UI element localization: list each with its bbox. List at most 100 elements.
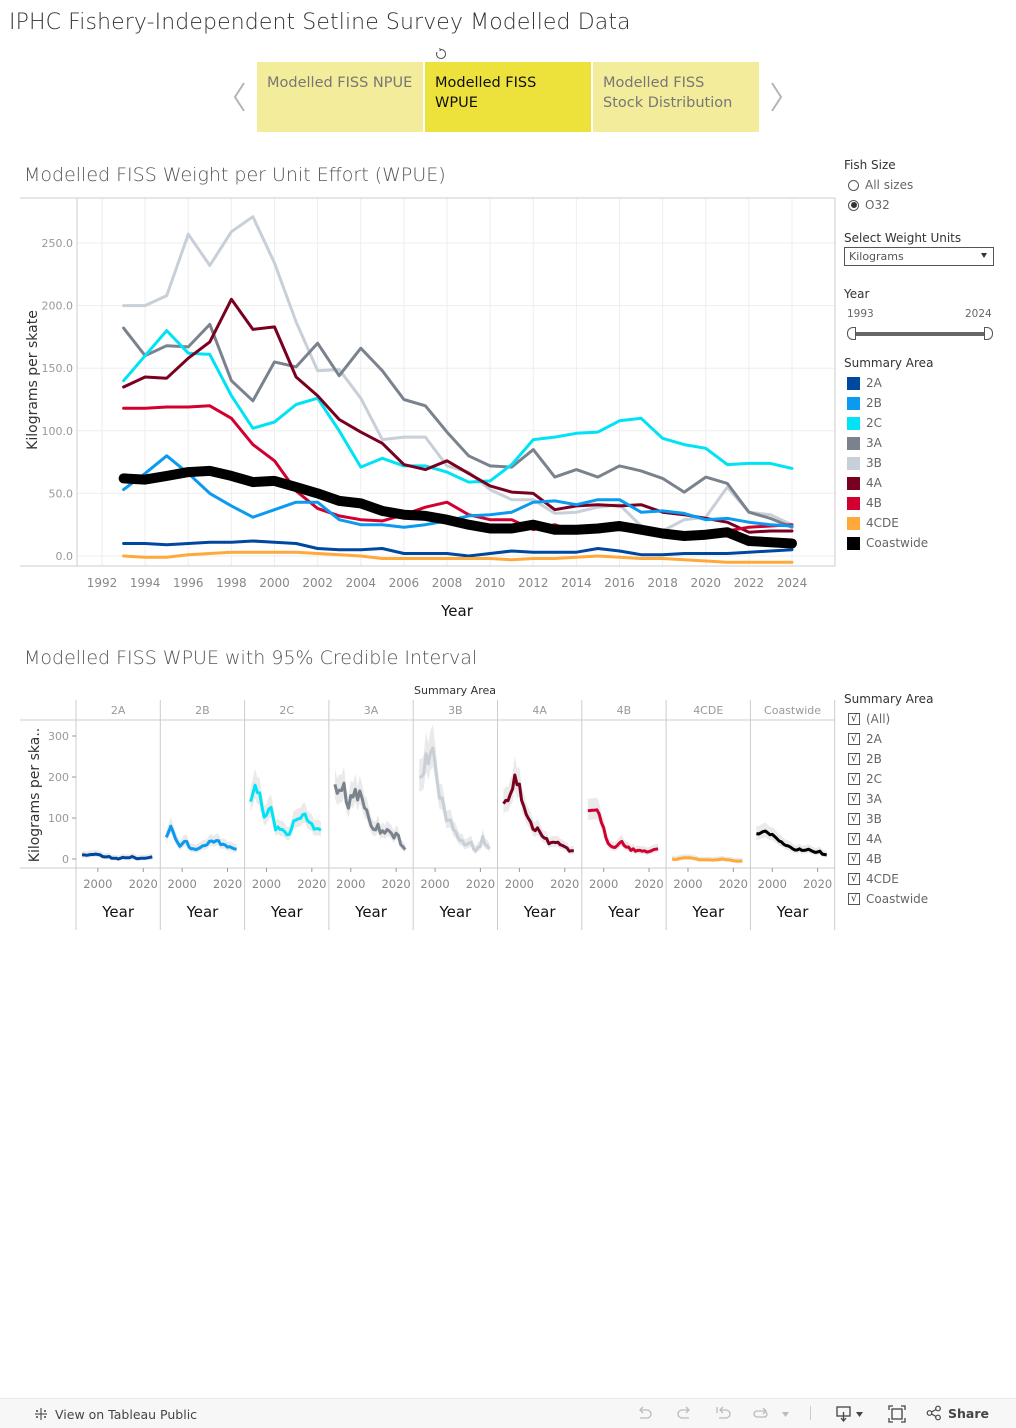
facet-line-2c[interactable] [249,783,322,837]
nav-next-button[interactable] [767,77,787,117]
legend-swatch [847,456,860,470]
filter-item-label: 3B [866,812,882,826]
series-line-4cde[interactable] [122,550,794,564]
fish-size-option-o32[interactable]: O32 [848,195,890,215]
checkbox[interactable]: √ [848,853,860,865]
legend-label: 2B [866,396,882,410]
weight-units-dropdown[interactable]: Kilograms [844,247,994,266]
legend-item-4b[interactable]: 4B [847,493,928,513]
x-tick-label: 2000 [259,576,290,590]
checkbox[interactable]: √ [848,753,860,765]
wpue-credible-interval-chart[interactable]: Summary Area 0 100 200 300 2A 2000 2020 Year 2B 2… [0,680,840,940]
facet-line-2b[interactable] [164,824,237,852]
legend-item-4cde[interactable]: 4CDE [847,513,928,533]
tab-modelled-fiss-stock-distribution[interactable]: Modelled FISS Stock Distribution [593,62,759,132]
option-label: All sizes [865,178,914,192]
radio-button-selected[interactable] [848,199,859,211]
legend-item-coastwide[interactable]: Coastwide [847,533,928,553]
checkbox[interactable]: √ [848,833,860,845]
x-tick-label: 2020 [719,877,748,891]
fullscreen-icon[interactable] [888,1405,906,1423]
y-tick-label: 0 [62,853,69,866]
caret-down-icon [981,253,987,258]
checkbox[interactable]: √ [848,713,860,725]
series-line-2c[interactable] [122,329,794,484]
facet-line-coastwide[interactable] [756,829,827,857]
x-tick-label: 2000 [252,877,281,891]
facet-line-3a[interactable] [333,781,407,851]
filter-item-4b[interactable]: √ 4B [848,849,928,869]
series-line-coastwide[interactable] [118,465,797,549]
redo-icon[interactable] [675,1406,693,1422]
legend-item-2a[interactable]: 2A [847,373,928,393]
facet-header-3a: 3A [364,704,379,717]
facet-line-4a[interactable] [502,773,574,853]
undo-icon[interactable] [636,1406,654,1422]
filter-item-3b[interactable]: √ 3B [848,809,928,829]
filter-item-4cde[interactable]: √ 4CDE [848,869,928,889]
x-tick-label: 2016 [604,576,635,590]
caret-down-icon[interactable] [781,1410,790,1418]
facet-header-4cde: 4CDE [693,704,723,717]
checkbox[interactable]: √ [848,773,860,785]
legend-item-2b[interactable]: 2B [847,393,928,413]
share-button[interactable]: Share [926,1405,989,1421]
legend-swatch [847,416,860,430]
facet-line-4cde[interactable] [671,856,743,863]
chart2-title: Modelled FISS WPUE with 95% Credible Int… [24,647,478,669]
legend-label: 2C [866,416,883,430]
legend-item-3a[interactable]: 3A [847,433,928,453]
tab-modelled-fiss-wpue[interactable]: Modelled FISS WPUE [425,62,591,132]
filter-item-2c[interactable]: √ 2C [848,769,928,789]
x-tick-label: 2000 [758,877,787,891]
wpue-line-chart[interactable]: 1992 1994 1996 1998 2000 2002 2004 2006 2008 2010… [0,190,840,630]
facet-line-3b[interactable] [419,746,491,853]
slider-max-handle[interactable] [984,327,993,340]
filter-item-label: 2A [866,732,882,746]
legend-label: 3A [866,436,882,450]
checkbox[interactable]: √ [848,873,860,885]
revert-icon[interactable] [714,1406,732,1422]
legend-item-2c[interactable]: 2C [847,413,928,433]
tab-modelled-fiss-npue[interactable]: Modelled FISS NPUE [257,62,423,132]
x-tick-label: 2020 [213,877,242,891]
x-tick-label: 2000 [336,877,365,891]
filter-item-4a[interactable]: √ 4A [848,829,928,849]
filter-item-2b[interactable]: √ 2B [848,749,928,769]
view-on-tableau-public-link[interactable]: View on Tableau Public [33,1406,197,1422]
checkbox[interactable]: √ [848,733,860,745]
summary-area-filter-list: √ (All) √ 2A √ 2B √ 2C √ 3A √ 3B √ 4A √ 4B √ 4CDE √ Coastwi… [848,709,928,909]
nav-prev-button[interactable] [229,77,249,117]
radio-button[interactable] [848,179,859,191]
year-range-slider[interactable] [847,326,994,342]
series-line-3b[interactable] [122,215,794,533]
refresh-data-icon[interactable] [752,1406,770,1422]
checkbox[interactable]: √ [848,893,860,905]
filter-item-2a[interactable]: √ 2A [848,729,928,749]
filter-item-all[interactable]: √ (All) [848,709,928,729]
share-icon [926,1405,941,1421]
facet-x-axis-label: Year [186,903,220,921]
x-tick-label: 2020 [803,877,832,891]
filter-item-label: 3A [866,792,882,806]
slider-min-handle[interactable] [847,327,856,340]
facet-x-axis-label: Year [523,903,557,921]
legend-item-3b[interactable]: 3B [847,453,928,473]
filter-item-label: Coastwide [866,892,929,906]
facet-line-2a[interactable] [82,852,153,861]
facet-x-axis-label: Year [691,903,725,921]
legend-label: 4A [866,476,882,490]
download-icon[interactable] [836,1405,864,1423]
checkbox[interactable]: √ [848,813,860,825]
legend-item-4a[interactable]: 4A [847,473,928,493]
checkbox[interactable]: √ [848,793,860,805]
series-line-3a[interactable] [122,322,794,529]
series-line-2a[interactable] [122,539,794,558]
credible-interval-band-2c [250,768,321,841]
filter-item-3a[interactable]: √ 3A [848,789,928,809]
filter-item-coastwide[interactable]: √ Coastwide [848,889,928,909]
fish-size-option-all-sizes[interactable]: All sizes [848,175,913,195]
facet-line-4b[interactable] [587,808,659,854]
y-tick-label: 50.0 [49,487,74,500]
series-line-4a[interactable] [122,297,794,534]
